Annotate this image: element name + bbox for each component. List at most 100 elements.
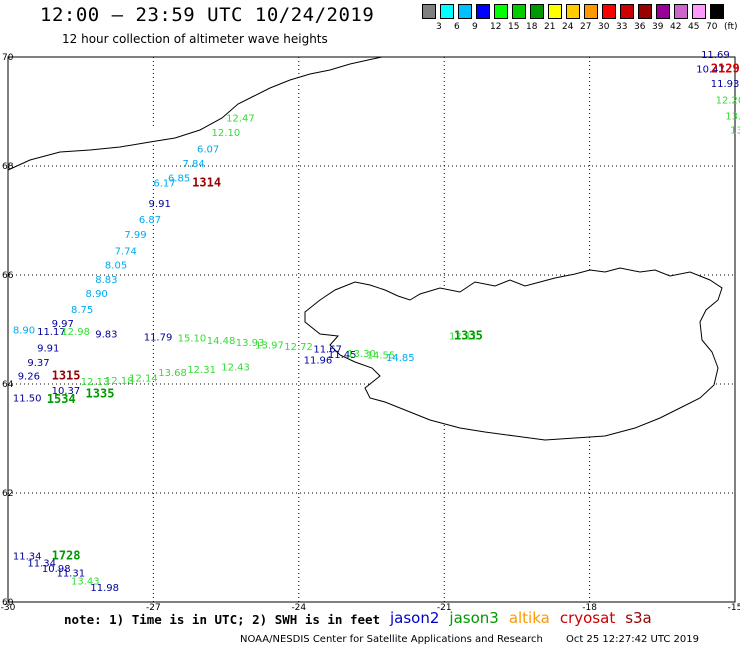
- scale-label: 3: [436, 22, 442, 32]
- lat-tick-label: 64: [2, 380, 14, 390]
- wave-height-label: 11.50: [13, 393, 42, 404]
- wave-height-label: 12.98: [61, 327, 90, 338]
- wave-height-label: 8.75: [71, 305, 93, 316]
- units-note: note: 1) Time is in UTC; 2) SWH is in fe…: [64, 612, 381, 627]
- wave-height-label: 12.18: [105, 376, 134, 387]
- wave-height-label: 9.37: [27, 358, 49, 369]
- pass-time-label: 1315: [52, 369, 81, 383]
- scale-label: 70: [706, 22, 718, 32]
- scale-swatch: [548, 4, 562, 19]
- pass-time-label: 1335: [86, 387, 115, 401]
- wave-height-label: 12.31: [187, 365, 216, 376]
- wave-height-label: 10.98: [42, 564, 71, 575]
- map-frame: [7, 56, 736, 603]
- scale-swatch: [602, 4, 616, 19]
- scale-label: 24: [562, 22, 574, 32]
- wave-height-label: 9.91: [37, 343, 59, 354]
- wave-height-label: 6.87: [139, 215, 161, 226]
- scale-swatch: [710, 4, 724, 19]
- wave-height-label: 13.97: [255, 341, 284, 352]
- lon-tick-label: -30: [1, 603, 16, 613]
- wave-height-label: 7.74: [115, 246, 137, 257]
- scale-label: 33: [616, 22, 628, 32]
- wave-height-label: 12.13: [81, 377, 110, 388]
- lat-tick-label: 62: [2, 489, 13, 499]
- wave-height-label: 8.83: [95, 275, 117, 286]
- wave-height-label: 8.90: [86, 289, 108, 300]
- scale-label: 45: [688, 22, 700, 32]
- wave-height-label: 10.37: [52, 386, 81, 397]
- wave-height-label: 13.93: [236, 338, 265, 349]
- wave-height-label: 12.47: [226, 113, 255, 124]
- legend-cryosat: cryosat: [559, 609, 616, 627]
- wave-height-label: 6.85: [168, 173, 190, 184]
- wave-height-label: 12.72: [284, 342, 313, 353]
- wave-height-label: 13.43: [71, 577, 100, 588]
- wave-height-label: 13.30: [347, 349, 376, 360]
- wave-height-label: 12.43: [221, 362, 250, 373]
- wave-height-label: 10.47: [696, 64, 725, 75]
- scale-swatch: [458, 4, 472, 19]
- scale-label: 30: [598, 22, 610, 32]
- wave-height-label: 7.84: [182, 159, 204, 170]
- wave-height-label: 11.79: [144, 332, 173, 343]
- wave-height-label: 11.93: [711, 79, 740, 90]
- wave-height-label: 13: [730, 125, 740, 136]
- wave-height-label: 13.68: [158, 368, 187, 379]
- credit-agency: NOAA/NESDIS Center for Satellite Applica…: [240, 634, 543, 645]
- scale-swatch: [692, 4, 706, 19]
- lat-tick-label: 60: [2, 598, 14, 608]
- wave-height-label: 6.17: [153, 179, 175, 190]
- lat-tick-label: 66: [2, 271, 14, 281]
- wave-height-label: 7.99: [124, 230, 146, 241]
- lat-tick-label: 70: [2, 53, 14, 63]
- scale-swatch: [476, 4, 490, 19]
- legend-altika: altika: [508, 609, 550, 627]
- lon-tick-label: -27: [146, 603, 161, 613]
- scale-label: (ft): [724, 22, 738, 32]
- scale-label: 36: [634, 22, 646, 32]
- credit-line: NOAA/NESDIS Center for Satellite Applica…: [240, 634, 719, 645]
- scale-label: 15: [508, 22, 520, 32]
- scale-swatch: [620, 4, 634, 19]
- coastline: [7, 56, 723, 441]
- wave-height-label: 13.29: [725, 112, 740, 123]
- lon-tick-label: -18: [582, 603, 597, 613]
- wave-height-label: 15.10: [178, 333, 207, 344]
- scale-swatch: [512, 4, 526, 19]
- legend-s3a: s3a: [625, 609, 652, 627]
- scale-swatch: [674, 4, 688, 19]
- wave-height-label: 11.31: [56, 568, 85, 579]
- scale-swatch: [494, 4, 508, 19]
- wave-height-label: 11.17: [37, 327, 66, 338]
- wave-height-label: 11.34: [13, 551, 42, 562]
- scale-swatch: [422, 4, 436, 19]
- scale-label: 9: [472, 22, 478, 32]
- wave-height-label: 9.91: [149, 199, 171, 210]
- pass-time-label: 1335: [454, 328, 483, 342]
- pass-time-label: 1534: [47, 392, 76, 406]
- altimeter-tracks: 11.69 10.47 11.93 12.20 13.29 13 12.47 12.10 6.0…: [13, 50, 740, 594]
- scale-label: 12: [490, 22, 502, 32]
- iceland-landmass: [304, 267, 723, 441]
- wave-height-label: 8.05: [105, 260, 127, 271]
- scale-swatch: [638, 4, 652, 19]
- wave-height-label: 11.98: [90, 583, 119, 594]
- satellite-legend: jason2 jason3 altika cryosat s3a: [390, 609, 662, 627]
- wave-height-label: 14.55: [367, 350, 396, 361]
- wave-height-label: 8.90: [13, 325, 35, 336]
- wave-height-label: 11.34: [27, 559, 56, 570]
- axis-labels: -30 -27 -24 -21 -18 -15 70 68 66 64 62 60: [1, 53, 740, 613]
- lon-tick-label: -21: [437, 603, 452, 613]
- scale-label: 21: [544, 22, 556, 32]
- wave-height-label: 11.45: [328, 350, 357, 361]
- scale-label: 39: [652, 22, 664, 32]
- wave-height-label: 12.11: [449, 331, 478, 342]
- scale-label: 27: [580, 22, 592, 32]
- legend-jason2: jason2: [390, 609, 440, 627]
- legend-jason3: jason3: [449, 609, 499, 627]
- lon-tick-label: -15: [728, 603, 740, 613]
- wave-height-label: 14.48: [207, 336, 236, 347]
- wave-height-label: 11.67: [313, 344, 342, 355]
